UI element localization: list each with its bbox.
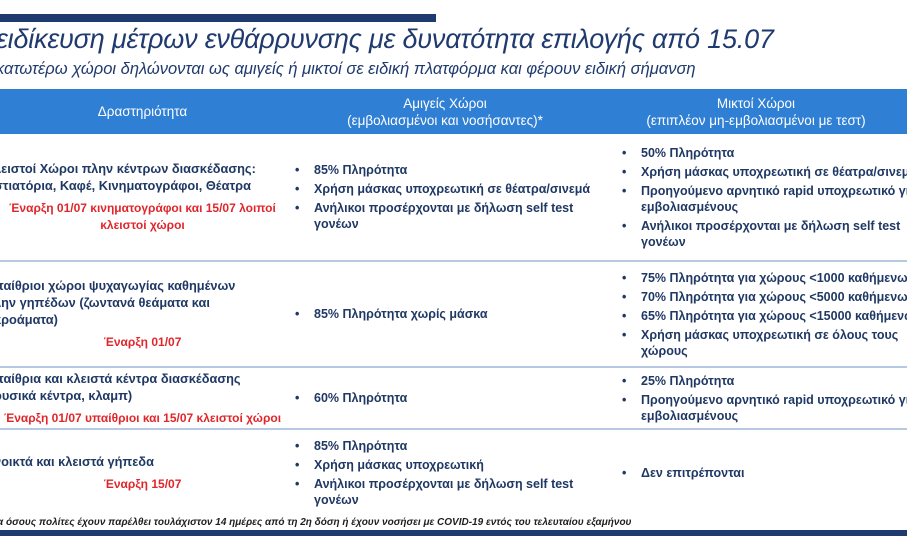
header-mixed-subtitle: (επιπλέον μη-εμβολιασμένοι με τεστ)	[646, 112, 866, 128]
activity-line: στιατόρια, Καφέ, Κινηματογράφοι, Θέατρα	[0, 178, 251, 193]
header-mixed-venues: Μικτοί Χώροι (επιπλέον μη-εμβολιασμένοι μ…	[605, 89, 907, 134]
start-date: Έναρξη 01/07 υπαίθριοι και 15/07 κλειστο…	[3, 410, 282, 425]
activity-line: παίθριοι χώροι ψυχαγωγίας καθημένων	[0, 278, 236, 293]
list-item: 50% Πληρότητα	[622, 145, 907, 161]
activity-cell: νοικτά και κλειστά γήπεδα Έναρξη 15/07	[0, 430, 285, 516]
page-title: ειδίκευση μέτρων ενθάρρυνσης με δυνατότη…	[0, 24, 774, 54]
header-pure-venues: Αμιγείς Χώροι (εμβολιασμένοι και νοσήσαντ…	[285, 89, 605, 134]
list-item: Χρήση μάσκας υποχρεωτική σε όλους τους χ…	[622, 327, 907, 359]
start-date: Έναρξη 01/07	[103, 335, 182, 349]
table-header: Δραστηριότητα Αμιγείς Χώροι (εμβολιασμένο…	[0, 89, 907, 134]
list-item: 70% Πληρότητα για χώρους <5000 καθήμενων	[622, 289, 907, 305]
header-activity-label: Δραστηριότητα	[97, 104, 188, 119]
list-item: 65% Πληρότητα για χώρους <15000 καθήμενω…	[622, 308, 907, 324]
pure-venues-cell: 85% Πληρότητα χωρίς μάσκα	[285, 262, 605, 366]
list-item: 60% Πληρότητα	[295, 390, 605, 406]
list-item: Χρήση μάσκας υποχρεωτική σε θέατρα/σινεμ…	[295, 181, 605, 197]
mixed-venues-cell: 75% Πληρότητα για χώρους <1000 καθήμενων…	[605, 262, 907, 366]
list-item: Χρήση μάσκας υποχρεωτική σε θέατρα/σινεμ…	[622, 164, 907, 180]
page-subtitle: κατωτέρω χώροι δηλώνονται ως αμιγείς ή μ…	[0, 60, 696, 78]
table-row: νοικτά και κλειστά γήπεδα Έναρξη 15/07 85%…	[0, 430, 907, 516]
title-accent-bar	[0, 14, 436, 22]
list-item: Ανήλικοι προσέρχονται με δήλωση self tes…	[622, 218, 907, 250]
table-row: παίθριοι χώροι ψυχαγωγίας καθημένων λην γ…	[0, 262, 907, 368]
mixed-venues-cell: Δεν επιτρέπονται	[605, 430, 907, 516]
table-row: παίθρια και κλειστά κέντρα διασκέδασης ου…	[0, 368, 907, 430]
list-item: Δεν επιτρέπονται	[622, 465, 907, 481]
list-item: 25% Πληρότητα	[622, 373, 907, 389]
table-row: λειστοί Χώροι πλην κέντρων διασκέδασης: σ…	[0, 134, 907, 262]
bottom-bar	[0, 530, 907, 536]
mixed-venues-cell: 50% Πληρότητα Χρήση μάσκας υποχρεωτική σε…	[605, 134, 907, 260]
footnote: α όσους πολίτες έχουν παρέλθει τουλάχιστ…	[0, 517, 632, 528]
start-date: Έναρξη 15/07	[103, 477, 182, 491]
activity-cell: λειστοί Χώροι πλην κέντρων διασκέδασης: σ…	[0, 134, 285, 260]
pure-venues-cell: 60% Πληρότητα	[285, 368, 605, 428]
header-mixed-title: Μικτοί Χώροι	[716, 95, 796, 111]
activity-line: νοικτά και κλειστά γήπεδα	[0, 454, 154, 469]
header-pure-subtitle: (εμβολιασμένοι και νοσήσαντες)*	[347, 112, 543, 128]
list-item: Χρήση μάσκας υποχρεωτική	[295, 457, 605, 473]
activity-line: λειστοί Χώροι πλην κέντρων διασκέδασης:	[0, 161, 256, 176]
list-item: 85% Πληρότητα	[295, 438, 605, 454]
pure-venues-cell: 85% Πληρότητα Χρήση μάσκας υποχρεωτική σε…	[285, 134, 605, 260]
list-item: Ανήλικοι προσέρχονται με δήλωση self tes…	[295, 200, 605, 232]
pure-venues-cell: 85% Πληρότητα Χρήση μάσκας υποχρεωτική Ανή…	[285, 430, 605, 516]
activity-line: ουσικά κέντρα, κλαμπ)	[0, 387, 133, 403]
list-item: Προηγούμενο αρνητικό rapid υποχρεωτικό γ…	[622, 392, 907, 424]
activity-line: παίθρια και κλειστά κέντρα διασκέδασης	[0, 370, 241, 386]
list-item: 85% Πληρότητα χωρίς μάσκα	[295, 306, 605, 322]
activity-line: λην γηπέδων (ζωντανά θεάματα και	[0, 295, 210, 310]
header-pure-title: Αμιγείς Χώροι	[403, 95, 487, 111]
list-item: Προηγούμενο αρνητικό rapid υποχρεωτικό γ…	[622, 183, 907, 215]
start-date: Έναρξη 01/07 κινηματογράφοι και 15/07 λο…	[9, 201, 276, 232]
list-item: 75% Πληρότητα για χώρους <1000 καθήμενων	[622, 270, 907, 286]
activity-cell: παίθρια και κλειστά κέντρα διασκέδασης ου…	[0, 368, 285, 428]
activity-line: κροάματα)	[0, 312, 58, 327]
list-item: Ανήλικοι προσέρχονται με δήλωση self tes…	[295, 476, 605, 508]
header-activity: Δραστηριότητα	[0, 89, 285, 134]
list-item: 85% Πληρότητα	[295, 162, 605, 178]
mixed-venues-cell: 25% Πληρότητα Προηγούμενο αρνητικό rapid …	[605, 368, 907, 428]
activity-cell: παίθριοι χώροι ψυχαγωγίας καθημένων λην γ…	[0, 262, 285, 366]
